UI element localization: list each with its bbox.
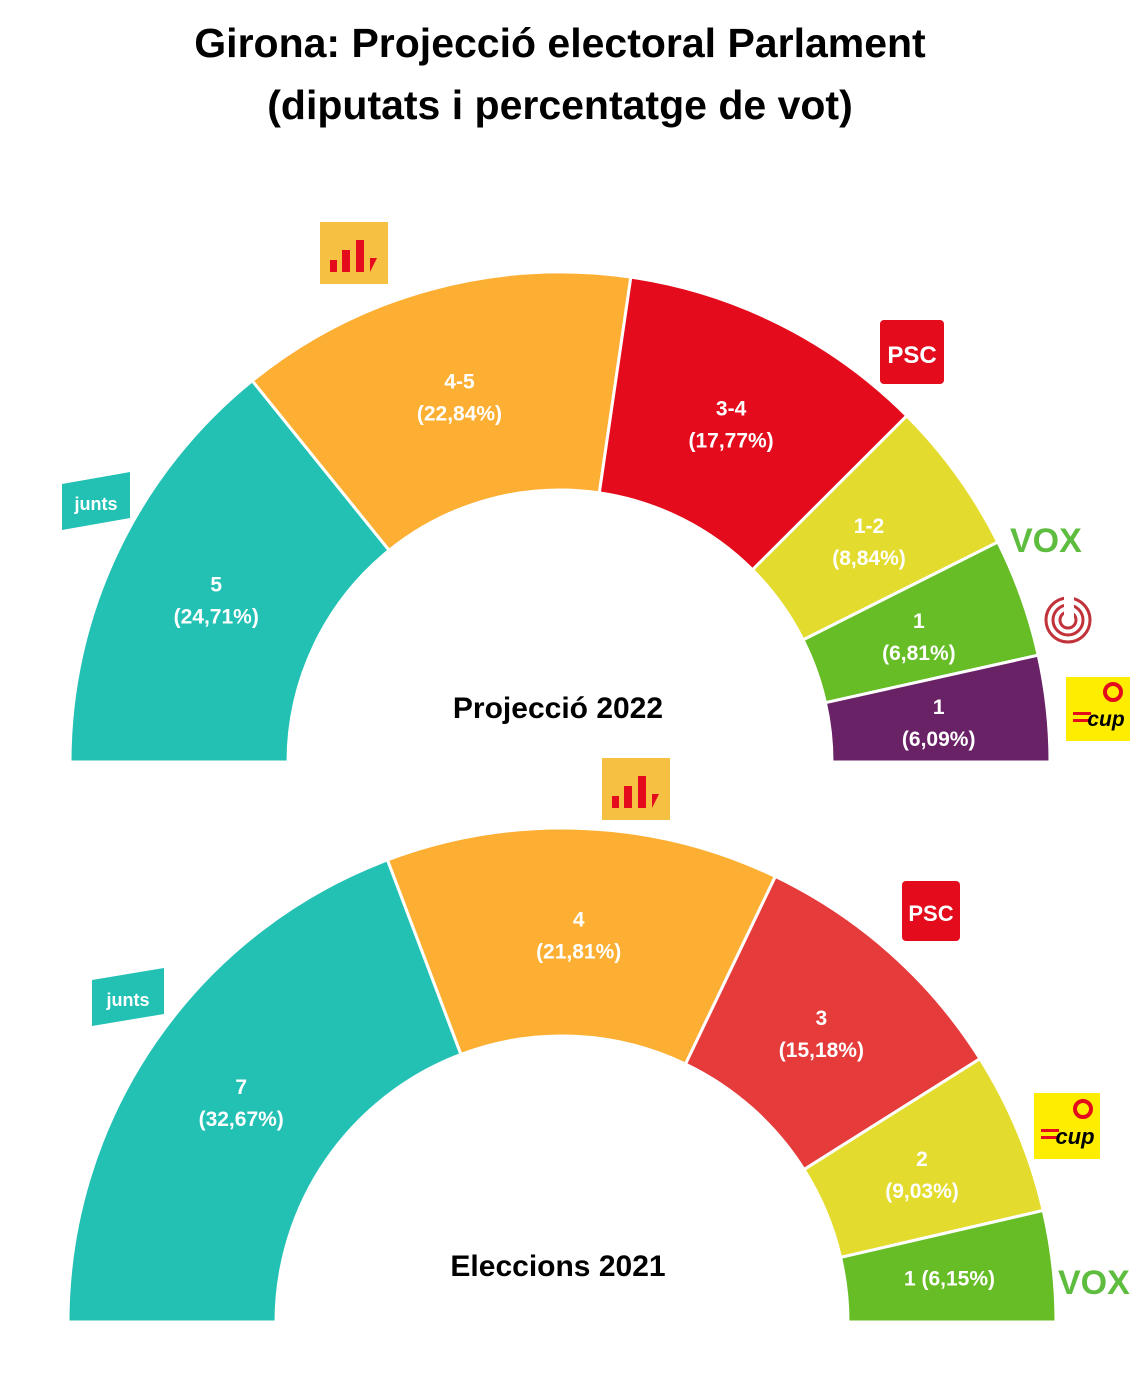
psc-logo: PSC (902, 881, 960, 941)
cs-logo (1044, 596, 1092, 644)
percent-label-cup: (6,09%) (902, 728, 976, 751)
erc-logo (602, 758, 670, 820)
slice-erc (250, 270, 633, 553)
slice-junts (68, 378, 392, 764)
chart-title-line2: (diputats i percentatge de vot) (267, 82, 853, 128)
percent-label-junts: (24,71%) (174, 606, 259, 629)
center-label-eleccions-2021: Eleccions 2021 (450, 1250, 665, 1283)
svg-text:cup: cup (1055, 1124, 1094, 1149)
slice-psc (597, 275, 909, 572)
percent-label-erc: (22,84%) (417, 403, 502, 426)
cup-logo: cup (1034, 1093, 1100, 1159)
svg-text:PSC: PSC (908, 901, 953, 926)
erc-logo (320, 222, 388, 284)
svg-text:VOX: VOX (1058, 1264, 1130, 1302)
percent-label-psc: (15,18%) (779, 1039, 864, 1062)
vox-logo: VOX (1010, 522, 1082, 560)
percent-label-cup: (9,03%) (885, 1180, 959, 1203)
svg-text:junts: junts (106, 990, 150, 1010)
seat-label-cup: 1 (933, 696, 945, 719)
seat-label-cup: 2 (916, 1148, 928, 1171)
seat-label-erc: 4 (573, 908, 585, 931)
psc-logo: PSC (880, 320, 944, 384)
seat-label-junts: 5 (210, 574, 222, 597)
seat-label-erc: 4-5 (444, 371, 475, 394)
svg-text:junts: junts (74, 494, 118, 514)
seat-label-psc: 3 (816, 1007, 828, 1030)
seat-label-cs: 1 (913, 610, 925, 633)
seat-label-junts: 7 (235, 1076, 247, 1099)
center-label-projeccio-2022: Projecció 2022 (453, 692, 663, 725)
seat-label-vox: 1-2 (854, 515, 884, 538)
percent-label-psc: (17,77%) (688, 430, 773, 453)
junts-logo: junts (92, 968, 164, 1026)
slice-erc (385, 826, 778, 1067)
hemicycle-eleccions-2021: 7 (32,67%) 4 (21,81%) 3 (15,18%) 2 (9,03%) 1 (6,… (66, 826, 1058, 1324)
svg-text:VOX: VOX (1010, 522, 1082, 560)
hemicycle-projeccio-2022: 5 (24,71%) 4-5 (22,84%) 3-4 (17,77%) 1-2 (8,84%… (68, 270, 1052, 764)
svg-text:cup: cup (1087, 708, 1125, 731)
slice-junts (66, 857, 463, 1324)
junts-logo: junts (62, 472, 130, 530)
percent-label-junts: (32,67%) (199, 1108, 284, 1131)
svg-text:PSC: PSC (887, 342, 936, 369)
percent-label-vox: (8,84%) (832, 547, 906, 570)
vox-logo: VOX (1058, 1264, 1130, 1302)
chart-title-line1: Girona: Projecció electoral Parlament (194, 20, 926, 66)
seat-label-psc: 3-4 (716, 398, 747, 421)
slice-vox (838, 1208, 1058, 1324)
cup-logo: cup (1066, 677, 1130, 741)
percent-label-erc: (21,81%) (536, 940, 621, 963)
slice-cup (823, 653, 1052, 764)
percent-label-cs: (6,81%) (882, 642, 956, 665)
seat-label-vox: 1 (6,15%) (904, 1268, 995, 1291)
